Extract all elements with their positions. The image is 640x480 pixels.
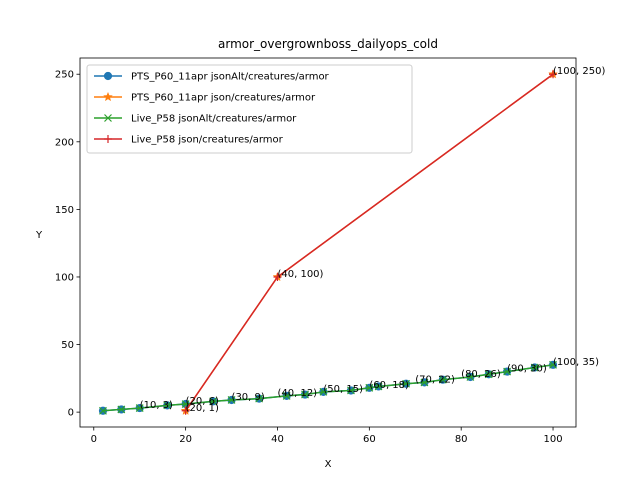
data-point (209, 397, 218, 406)
data-point (549, 70, 558, 79)
data-point (420, 378, 429, 387)
chart-title: armor_overgrownboss_dailyops_cold (218, 37, 438, 51)
data-point (273, 272, 282, 281)
point-annotation: (100, 250) (553, 66, 605, 77)
y-tick-label: 100 (55, 272, 74, 283)
legend-label: PTS_P60_11apr jsonAlt/creatures/armor (131, 72, 330, 83)
data-point (163, 401, 172, 410)
point-annotation: (90, 30) (507, 364, 547, 375)
legend-label: Live_P58 json/creatures/armor (131, 135, 284, 146)
legend-entry: Live_P58 json/creatures/armor (94, 135, 284, 146)
y-tick-label: 150 (55, 205, 74, 216)
data-point (347, 386, 355, 395)
legend: PTS_P60_11apr jsonAlt/creatures/armor PTS… (86, 64, 413, 154)
point-annotation: (10, 3) (140, 400, 173, 411)
data-point (227, 396, 236, 404)
y-tick-label: 50 (61, 340, 74, 351)
legend-entry: PTS_P60_11apr json/creatures/armor (94, 91, 316, 104)
legend-marker (103, 91, 113, 102)
x-tick-label: 100 (543, 434, 562, 445)
data-point (484, 370, 493, 379)
x-axis-label: X (325, 459, 332, 470)
point-annotation: (40, 100) (277, 269, 323, 280)
axis-ticks: 0 20 40 60 80 100 0 50 100 150 200 250 (55, 70, 563, 445)
x-tick-label: 40 (271, 434, 284, 445)
data-point (181, 406, 190, 415)
y-tick-label: 250 (55, 70, 74, 81)
data-point (530, 363, 539, 372)
series-4 (181, 70, 558, 415)
data-point (402, 379, 410, 388)
point-annotation: (80, 26) (461, 369, 501, 380)
point-annotation: (60, 18) (369, 380, 409, 391)
data-point (99, 406, 107, 415)
data-point (365, 383, 374, 392)
legend-marker (104, 135, 112, 143)
data-point (117, 405, 126, 414)
data-point (438, 375, 447, 384)
y-axis-label: Y (35, 230, 43, 241)
point-annotation: (20, 1) (186, 403, 219, 414)
x-tick-label: 60 (363, 434, 376, 445)
legend-marker (104, 114, 112, 122)
y-tick-label: 0 (68, 408, 74, 419)
legend-entry: Live_P58 jsonAlt/creatures/armor (94, 114, 297, 125)
data-point (549, 360, 557, 369)
data-point (374, 382, 383, 391)
legend-marker (103, 71, 113, 81)
y-tick-label: 200 (55, 137, 74, 148)
series-3 (99, 360, 557, 415)
data-point (301, 390, 309, 399)
legend-label: PTS_P60_11apr json/creatures/armor (131, 93, 316, 104)
data-point (319, 387, 328, 396)
point-annotation: (30, 9) (232, 392, 265, 403)
x-tick-label: 80 (455, 434, 468, 445)
point-annotation: (70, 22) (415, 374, 455, 385)
plot-frame (79, 57, 577, 428)
series-line (102, 364, 554, 412)
x-tick-label: 0 (91, 434, 97, 445)
legend-entry: PTS_P60_11apr jsonAlt/creatures/armor (94, 72, 330, 83)
data-point (255, 394, 264, 403)
data-point (282, 391, 291, 400)
series-group (98, 69, 558, 415)
legend-label: Live_P58 jsonAlt/creatures/armor (131, 114, 297, 125)
legend-box (86, 64, 413, 154)
data-point (135, 404, 144, 413)
point-annotation: (20, 6) (186, 396, 219, 407)
data-point (503, 367, 512, 376)
data-point (466, 373, 475, 381)
x-tick-label: 20 (179, 434, 192, 445)
point-annotation: (40, 12) (277, 388, 317, 399)
point-annotation: (50, 15) (323, 384, 363, 395)
